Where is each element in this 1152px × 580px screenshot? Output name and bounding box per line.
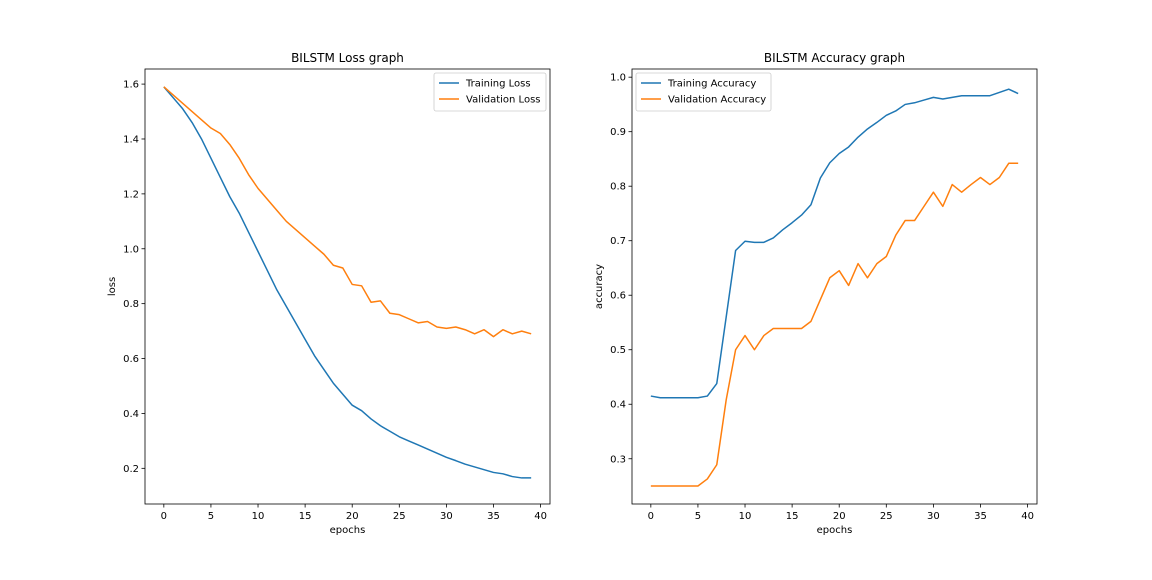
chart-title: BILSTM Loss graph — [291, 51, 404, 65]
x-tick-label: 5 — [208, 511, 214, 522]
y-tick-label: 0.9 — [610, 127, 626, 138]
y-tick-label: 1.2 — [123, 189, 139, 200]
legend-label: Validation Accuracy — [668, 95, 766, 106]
x-tick-label: 10 — [252, 511, 265, 522]
y-tick-label: 0.7 — [610, 236, 626, 247]
y-axis-label: loss — [107, 277, 118, 296]
y-tick-label: 0.2 — [123, 464, 139, 475]
x-axis-label: epochs — [817, 525, 853, 536]
x-tick-label: 20 — [833, 511, 846, 522]
y-tick-label: 0.6 — [123, 354, 139, 365]
series-line-validation-loss — [163, 86, 532, 338]
legend-label: Validation Loss — [466, 95, 541, 106]
x-tick-label: 5 — [695, 511, 701, 522]
legend-box — [433, 72, 547, 112]
axes-frame — [144, 68, 551, 505]
x-tick-label: 0 — [648, 511, 654, 522]
x-tick-label: 40 — [534, 511, 547, 522]
x-tick-label: 30 — [927, 511, 940, 522]
legend-label: Training Loss — [465, 79, 531, 90]
x-axis-label: epochs — [330, 525, 366, 536]
x-tick-label: 35 — [487, 511, 500, 522]
chart-title: BILSTM Accuracy graph — [764, 51, 905, 65]
x-tick-label: 35 — [974, 511, 987, 522]
y-tick-label: 0.4 — [610, 400, 626, 411]
y-tick-label: 0.4 — [123, 409, 139, 420]
y-tick-label: 1.0 — [610, 73, 626, 84]
y-tick-label: 1.0 — [123, 244, 139, 255]
x-tick-label: 10 — [739, 511, 752, 522]
series-line-validation-accuracy — [650, 162, 1019, 487]
x-tick-label: 30 — [440, 511, 453, 522]
accuracy-chart: 0 5 10 15 20 25 30 35 40 0.3 0.4 0.5 0.6 0.7 0.8 0.9 1.0… — [594, 51, 1038, 536]
legend-box — [635, 72, 772, 112]
y-tick-label: 1.4 — [123, 134, 139, 145]
x-tick-label: 0 — [161, 511, 167, 522]
legend-label: Training Accuracy — [667, 79, 756, 90]
y-tick-label: 0.8 — [123, 299, 139, 310]
axes-frame — [631, 68, 1038, 505]
x-tick-label: 25 — [393, 511, 406, 522]
x-tick-label: 15 — [786, 511, 799, 522]
x-tick-label: 15 — [299, 511, 312, 522]
y-tick-label: 0.8 — [610, 182, 626, 193]
series-line-training-accuracy — [650, 88, 1019, 399]
y-tick-label: 0.3 — [610, 454, 626, 465]
y-axis-label: accuracy — [594, 264, 605, 309]
x-tick-label: 40 — [1021, 511, 1034, 522]
y-tick-label: 0.6 — [610, 291, 626, 302]
series-line-training-loss — [163, 86, 532, 479]
loss-chart: 0 5 10 15 20 25 30 35 40 0.2 0.4 0.6 0.8 1.0 1.2 1.4 1.6… — [107, 51, 551, 536]
x-tick-label: 25 — [880, 511, 893, 522]
y-tick-label: 0.5 — [610, 345, 626, 356]
x-tick-label: 20 — [346, 511, 359, 522]
y-tick-label: 1.6 — [123, 80, 139, 91]
